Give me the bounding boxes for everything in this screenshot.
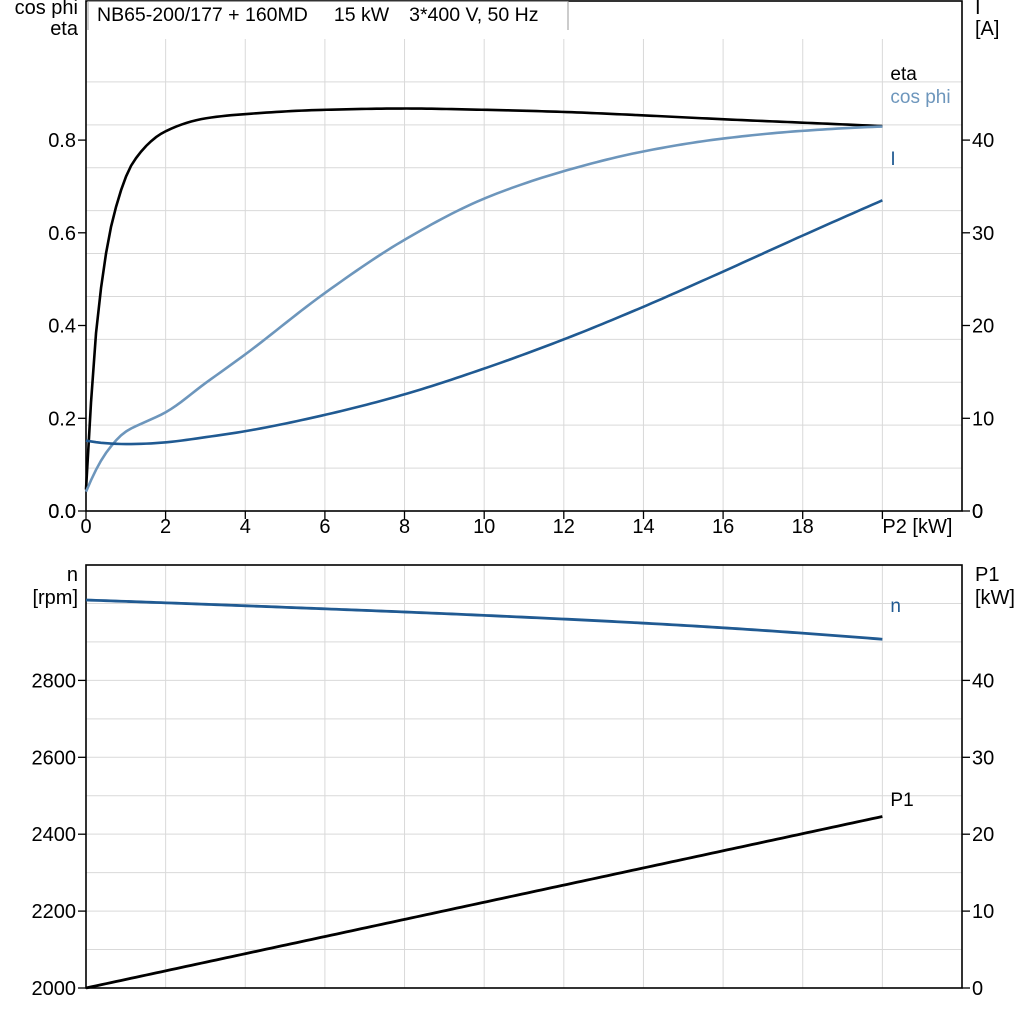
svg-text:eta: eta	[890, 64, 917, 85]
svg-text:0.0: 0.0	[48, 501, 76, 523]
svg-text:P1: P1	[975, 564, 999, 586]
svg-text:2800: 2800	[32, 670, 77, 692]
svg-text:2400: 2400	[32, 824, 77, 846]
svg-text:10: 10	[473, 516, 495, 538]
svg-text:[kW]: [kW]	[975, 587, 1015, 609]
svg-text:0: 0	[972, 501, 983, 523]
svg-text:2: 2	[160, 516, 171, 538]
svg-text:P1: P1	[890, 790, 913, 811]
svg-text:2600: 2600	[32, 747, 77, 769]
svg-text:0: 0	[80, 516, 91, 538]
svg-text:16: 16	[712, 516, 734, 538]
svg-text:I: I	[890, 149, 895, 170]
svg-text:0.8: 0.8	[48, 130, 76, 152]
svg-text:8: 8	[399, 516, 410, 538]
svg-text:4: 4	[240, 516, 251, 538]
svg-text:30: 30	[972, 747, 994, 769]
svg-text:40: 40	[972, 670, 994, 692]
svg-text:eta: eta	[50, 18, 79, 40]
svg-text:n: n	[67, 564, 78, 586]
svg-text:cos phi: cos phi	[15, 0, 78, 19]
svg-text:20: 20	[972, 824, 994, 846]
svg-text:6: 6	[319, 516, 330, 538]
svg-text:0.6: 0.6	[48, 223, 76, 245]
svg-text:20: 20	[972, 316, 994, 338]
svg-text:10: 10	[972, 901, 994, 923]
svg-text:0.2: 0.2	[48, 408, 76, 430]
svg-text:18: 18	[792, 516, 814, 538]
svg-text:0: 0	[972, 978, 983, 1000]
svg-text:2200: 2200	[32, 901, 77, 923]
svg-text:n: n	[890, 596, 901, 617]
svg-text:[rpm]: [rpm]	[32, 587, 78, 609]
svg-text:12: 12	[553, 516, 575, 538]
svg-text:[A]: [A]	[975, 18, 999, 40]
svg-text:30: 30	[972, 223, 994, 245]
svg-text:cos phi: cos phi	[890, 87, 950, 108]
svg-text:0.4: 0.4	[48, 316, 76, 338]
svg-text:40: 40	[972, 130, 994, 152]
svg-text:P2 [kW]: P2 [kW]	[882, 516, 952, 538]
svg-text:14: 14	[632, 516, 654, 538]
svg-text:2000: 2000	[32, 978, 77, 1000]
svg-text:I: I	[975, 0, 981, 19]
svg-text:10: 10	[972, 408, 994, 430]
